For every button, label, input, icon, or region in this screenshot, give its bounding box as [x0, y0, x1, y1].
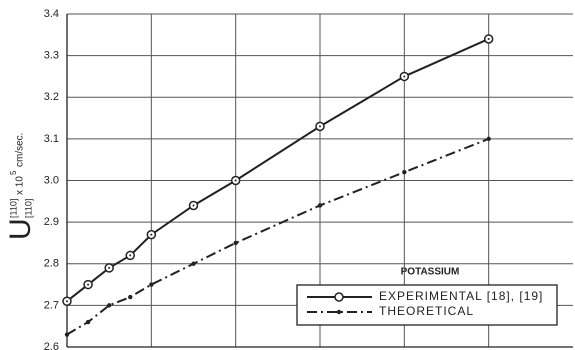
legend-box: [296, 284, 558, 326]
marker: [64, 332, 70, 337]
marker: [191, 261, 196, 266]
y-label-factor: x 10: [15, 176, 26, 195]
y-tick-label: 3.1: [44, 133, 59, 145]
legend-marker: [336, 309, 342, 315]
series-line: [66, 38, 490, 302]
marker-center: [487, 37, 490, 40]
legend-label: EXPERIMENTAL [18], [19]: [379, 289, 543, 303]
y-tick-label: 2.9: [44, 216, 59, 228]
y-tick-label: 3.3: [44, 50, 59, 62]
marker: [106, 303, 112, 308]
marker: [85, 319, 91, 325]
marker: [128, 294, 133, 300]
marker: [317, 203, 323, 208]
marker-center: [319, 125, 321, 128]
y-label-symbol: U: [4, 218, 37, 240]
y-tick-label: 2.8: [44, 258, 59, 270]
y-label-exp: 5: [9, 170, 18, 175]
legend-marker: [334, 292, 344, 302]
series-line: [66, 137, 490, 336]
marker-center: [66, 300, 68, 303]
annotation: POTASSIUM: [401, 267, 460, 278]
marker-center: [192, 204, 195, 207]
y-tick-label: 2.7: [44, 299, 59, 311]
y-label-unit: cm/sec.: [15, 133, 26, 167]
marker-center: [108, 266, 111, 269]
y-label-sup: [110]: [8, 199, 18, 218]
y-tick-label: 3.4: [44, 8, 59, 20]
marker-center: [403, 75, 406, 78]
marker-center: [150, 233, 153, 236]
legend-label: THEORETICAL: [379, 304, 474, 318]
y-tick-label: 3.0: [44, 174, 59, 186]
marker: [402, 169, 407, 175]
y-tick-label: 2.6: [44, 341, 59, 350]
y-label-sub: [110]: [23, 199, 33, 218]
marker-center: [234, 179, 237, 182]
marker: [486, 136, 491, 142]
marker: [149, 282, 154, 287]
marker-center: [129, 254, 132, 257]
y-axis-label: U [110] [110] x 10 5 cm/sec.: [4, 133, 37, 240]
y-tick-label: 3.2: [44, 91, 59, 103]
marker-center: [87, 283, 90, 286]
marker: [233, 240, 238, 246]
